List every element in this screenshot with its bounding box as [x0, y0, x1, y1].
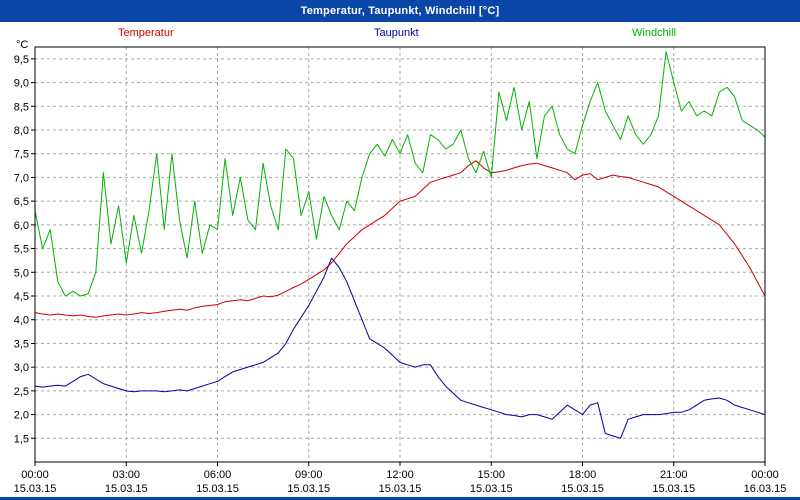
legend-taupunkt: Taupunkt [374, 27, 419, 39]
x-tick-label: 03:00 [112, 469, 140, 481]
x-date-label: 15.03.15 [196, 483, 239, 495]
x-date-label: 15.03.15 [379, 483, 422, 495]
y-tick-label: 5,0 [14, 267, 29, 279]
y-tick-label: 4,5 [14, 291, 29, 303]
y-tick-label: 9,5 [14, 54, 29, 66]
x-date-label: 15.03.15 [561, 483, 604, 495]
title-bar: Temperatur, Taupunkt, Windchill [°C] [0, 0, 800, 22]
x-tick-label: 12:00 [386, 469, 414, 481]
x-date-label: 15.03.15 [287, 483, 330, 495]
series-line-temperatur [34, 160, 766, 318]
legend-temperatur: Temperatur [118, 27, 174, 39]
x-tick-label: 00:00 [751, 469, 779, 481]
y-axis-unit-label: °C [16, 39, 29, 51]
x-date-label: 15.03.15 [652, 483, 695, 495]
y-tick-label: 6,0 [14, 220, 29, 232]
y-tick-label: 6,5 [14, 196, 29, 208]
y-tick-label: 8,5 [14, 101, 29, 113]
y-tick-label: 3,5 [14, 338, 29, 350]
y-tick-label: 9,0 [14, 78, 29, 90]
x-date-label: 16.03.15 [744, 483, 787, 495]
chart-plot: 1,5 2,0 2,5 3,0 3,5 4,0 4,5 5,0 5,5 6,0 6,5 7,0 7,5 8… [14, 46, 787, 495]
chart-area: Temperatur Taupunkt Windchill °C 1,5 2,0 2… [0, 22, 800, 497]
x-tick-label: 06:00 [204, 469, 232, 481]
y-tick-label: 7,0 [14, 172, 29, 184]
x-tick-label: 00:00 [21, 469, 49, 481]
series-line-taupunkt [34, 257, 766, 439]
y-tick-label: 8,0 [14, 125, 29, 137]
plot-background [35, 47, 765, 462]
window-border-bottom [0, 497, 800, 500]
x-date-label: 15.03.15 [470, 483, 513, 495]
y-tick-label: 4,0 [14, 315, 29, 327]
legend-windchill: Windchill [632, 27, 677, 39]
x-tick-label: 15:00 [477, 469, 505, 481]
y-tick-label: 3,0 [14, 362, 29, 374]
window-title: Temperatur, Taupunkt, Windchill [°C] [300, 5, 500, 17]
x-tick-label: 09:00 [295, 469, 323, 481]
x-date-label: 15.03.15 [105, 483, 148, 495]
x-date-label: 15.03.15 [14, 483, 57, 495]
y-tick-label: 1,5 [14, 433, 29, 445]
x-tick-label: 18:00 [569, 469, 597, 481]
series-line-windchill [34, 51, 766, 297]
x-tick-label: 21:00 [660, 469, 688, 481]
y-tick-label: 2,0 [14, 410, 29, 422]
y-tick-label: 7,5 [14, 149, 29, 161]
y-tick-label: 2,5 [14, 386, 29, 398]
plot-border [34, 46, 766, 463]
y-tick-label: 5,5 [14, 244, 29, 256]
